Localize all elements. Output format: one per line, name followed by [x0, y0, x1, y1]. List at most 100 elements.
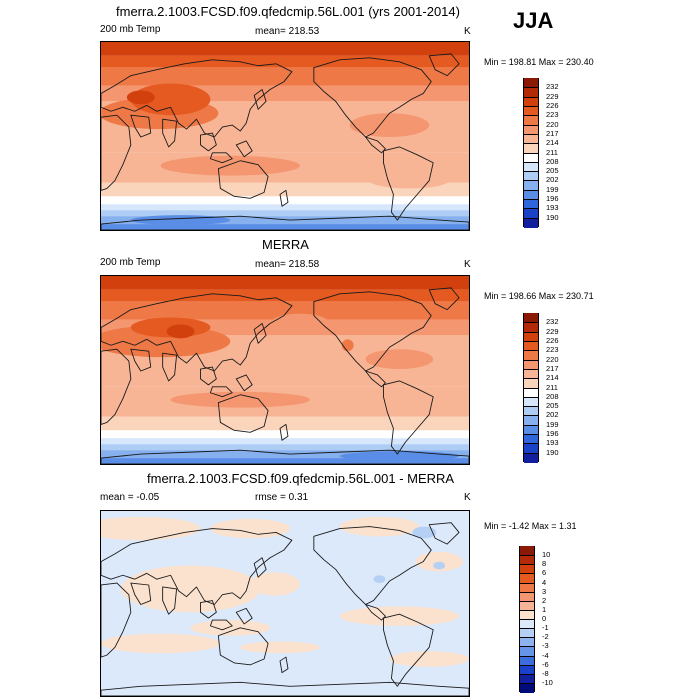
coastline — [217, 394, 269, 433]
colorbar-swatch — [524, 152, 538, 163]
coastline — [130, 114, 152, 138]
colorbar-tick-label: 4 — [542, 577, 547, 587]
difference-contour — [389, 651, 469, 667]
panel2-mean-label: mean= 218.58 — [255, 259, 320, 270]
coastline — [253, 89, 267, 110]
coastline — [101, 528, 293, 605]
coastline — [209, 386, 233, 398]
coastline — [101, 681, 469, 696]
colorbar-tick-label: 211 — [546, 382, 558, 392]
coastline — [209, 619, 233, 631]
colorbar-swatch — [520, 591, 534, 602]
temperature-band — [101, 289, 469, 302]
coastline — [162, 352, 178, 382]
coastline — [101, 348, 132, 425]
colorbar-swatch — [524, 368, 538, 380]
difference-contour — [412, 526, 437, 539]
colorbar-tick-label: 229 — [546, 326, 559, 336]
temperature-band — [101, 42, 469, 56]
colorbar-swatch — [524, 387, 538, 398]
colorbar-swatch — [520, 673, 534, 684]
temperature-contour — [349, 113, 430, 137]
map-canvas — [101, 276, 469, 464]
coastline — [253, 557, 267, 578]
colorbar-swatch — [520, 582, 534, 593]
coastline — [279, 423, 289, 441]
colorbar-swatch — [520, 555, 534, 566]
colorbar-tick-label: -6 — [542, 659, 549, 669]
temperature-band — [101, 301, 469, 320]
temperature-contour — [339, 451, 460, 462]
coastline — [217, 160, 269, 199]
colorbar-swatch — [524, 340, 538, 352]
map-canvas — [101, 511, 469, 696]
colorbar-swatch — [524, 415, 538, 426]
coastline — [101, 582, 132, 658]
colorbar-swatch — [520, 573, 534, 584]
colorbar-swatch — [524, 78, 538, 89]
temperature-band — [101, 55, 469, 68]
colorbar-swatch — [524, 105, 538, 117]
colorbar-tick-label: 196 — [546, 429, 559, 439]
colorbar-swatch — [524, 313, 538, 324]
panel3-title: fmerra.2.1003.FCSD.f09.qfedcmip.56L.001 … — [147, 471, 455, 486]
coastline — [383, 613, 434, 687]
panel2-variable-label: 200 mb Temp — [100, 257, 161, 268]
temperature-band — [101, 196, 469, 205]
temperature-contour — [166, 324, 195, 339]
difference-contour — [373, 575, 386, 584]
temperature-contour — [126, 90, 155, 105]
colorbar-swatch — [520, 637, 534, 648]
colorbar-tick-label: 0 — [542, 614, 547, 623]
coastline — [235, 140, 253, 158]
coastline — [383, 146, 434, 221]
colorbar-swatch — [520, 664, 534, 675]
coastline — [279, 656, 289, 674]
colorbar-swatch — [524, 452, 538, 463]
colorbar-swatch — [524, 443, 538, 454]
coastline — [101, 215, 469, 230]
temperature-band — [101, 416, 469, 431]
colorbar-tick-label: 1 — [542, 604, 547, 614]
colorbar-tick-label: 8 — [542, 559, 547, 569]
colorbar-tick-label: 193 — [546, 203, 559, 213]
panel2-colorbar — [523, 313, 539, 463]
colorbar-tick-label: 202 — [546, 175, 559, 185]
colorbar-swatch — [520, 564, 534, 575]
temperature-band — [101, 458, 469, 464]
colorbar-tick-label: 223 — [546, 110, 559, 120]
coastline — [162, 586, 178, 615]
coastline — [253, 323, 267, 344]
colorbar-swatch — [524, 180, 538, 191]
colorbar-swatch — [524, 406, 538, 417]
colorbar-swatch — [524, 359, 538, 370]
temperature-contour — [365, 349, 434, 370]
colorbar-swatch — [524, 322, 538, 333]
panel2-minmax: Min = 198.66 Max = 230.71 — [484, 291, 594, 301]
difference-contour — [120, 565, 261, 613]
panel2-temperature-map — [100, 275, 470, 465]
temperature-band — [101, 210, 469, 217]
temperature-band — [101, 276, 469, 290]
coastline — [200, 600, 217, 619]
colorbar-swatch — [520, 655, 534, 666]
colorbar-swatch — [524, 331, 538, 342]
colorbar-tick-label: -8 — [542, 668, 549, 678]
panel3-difference-map — [100, 510, 470, 697]
temperature-contour — [170, 391, 310, 408]
colorbar-tick-label: -10 — [542, 677, 553, 687]
coastline — [235, 607, 253, 625]
colorbar-tick-label: 229 — [546, 91, 559, 101]
coastline — [428, 522, 460, 545]
colorbar-tick-label: 2 — [542, 595, 547, 605]
colorbar-tick-label: 196 — [546, 194, 559, 204]
colorbar-tick-label: 214 — [546, 373, 559, 383]
coastline — [162, 118, 178, 148]
coastline — [200, 132, 217, 152]
colorbar-tick-label: 217 — [546, 363, 559, 373]
colorbar-swatch — [524, 171, 538, 182]
colorbar-swatch — [524, 378, 538, 389]
colorbar-tick-label: 232 — [546, 317, 559, 327]
colorbar-tick-label: 226 — [546, 335, 559, 345]
temperature-contour — [160, 155, 300, 176]
